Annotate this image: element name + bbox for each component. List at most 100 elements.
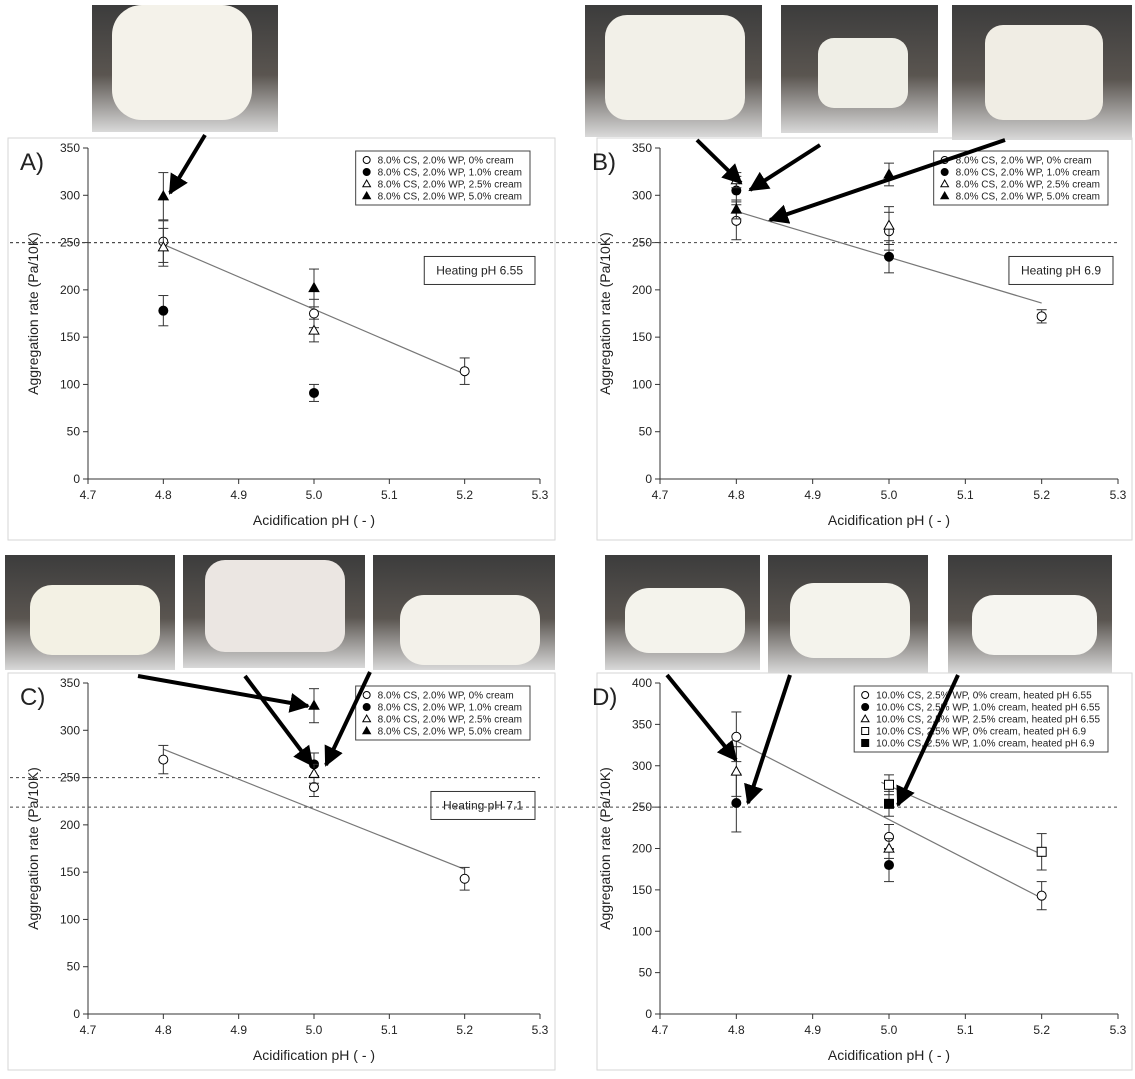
marker	[309, 701, 319, 710]
photo	[781, 5, 938, 133]
legend-label: 8.0% CS, 2.0% WP, 0% cream	[378, 691, 514, 702]
y-tick-label: 0	[645, 1007, 652, 1021]
photo	[183, 555, 365, 668]
panel-label: C)	[20, 684, 45, 711]
annotation-text: Heating pH 6.55	[436, 263, 523, 277]
x-tick-label: 5.0	[306, 488, 323, 502]
annotation: Heating pH 6.55	[424, 256, 535, 284]
photo	[5, 555, 175, 670]
legend-label: 8.0% CS, 2.0% WP, 2.5% cream	[378, 715, 522, 726]
x-tick-label: 4.9	[804, 488, 821, 502]
legend-marker	[862, 692, 869, 699]
marker	[885, 861, 894, 870]
x-tick-label: 4.9	[230, 1023, 247, 1037]
y-tick-label: 0	[645, 472, 652, 486]
x-tick-label: 4.8	[728, 1023, 745, 1037]
y-tick-label: 50	[639, 425, 653, 439]
photo	[952, 5, 1132, 140]
y-tick-label: 0	[73, 472, 80, 486]
y-tick-label: 150	[60, 330, 80, 344]
y-tick-label: 400	[632, 676, 652, 690]
x-tick-label: 4.8	[728, 488, 745, 502]
marker	[309, 325, 319, 334]
annotation: Heating pH 6.9	[1009, 256, 1113, 284]
marker	[460, 367, 469, 376]
marker	[310, 783, 319, 792]
y-tick-label: 200	[60, 283, 80, 297]
x-tick-label: 4.7	[80, 1023, 97, 1037]
y-tick-label: 150	[632, 330, 652, 344]
legend-marker	[363, 704, 370, 711]
y-tick-label: 300	[632, 188, 652, 202]
legend-marker	[862, 704, 869, 711]
marker	[1037, 891, 1046, 900]
annotation-text: Heating pH 6.9	[1021, 263, 1101, 277]
photo	[605, 555, 760, 670]
legend-label: 8.0% CS, 2.0% WP, 0% cream	[956, 156, 1092, 167]
marker	[885, 252, 894, 261]
legend-label: 8.0% CS, 2.0% WP, 5.0% cream	[956, 192, 1100, 203]
legend-label: 8.0% CS, 2.0% WP, 5.0% cream	[378, 727, 522, 738]
x-tick-label: 5.1	[381, 488, 398, 502]
legend-label: 10.0% CS, 2.5% WP, 1.0% cream, heated pH…	[876, 703, 1100, 714]
marker	[309, 769, 319, 778]
x-tick-label: 5.0	[306, 1023, 323, 1037]
y-axis-label: Aggregation rate (Pa/10K)	[25, 767, 41, 930]
photos	[5, 5, 1132, 673]
legend-marker	[363, 169, 370, 176]
legend-label: 10.0% CS, 2.5% WP, 0% cream, heated pH 6…	[876, 691, 1092, 702]
marker	[1037, 312, 1046, 321]
x-tick-label: 5.3	[532, 488, 549, 502]
legend-label: 8.0% CS, 2.0% WP, 1.0% cream	[378, 168, 522, 179]
y-tick-label: 350	[632, 141, 652, 155]
y-tick-label: 100	[632, 924, 652, 938]
x-tick-label: 4.9	[804, 1023, 821, 1037]
y-tick-label: 50	[67, 425, 81, 439]
photo	[92, 5, 278, 132]
x-tick-label: 4.7	[652, 488, 669, 502]
legend-label: 10.0% CS, 2.5% WP, 1.0% cream, heated pH…	[876, 739, 1095, 750]
photo	[768, 555, 928, 673]
legend-marker	[363, 692, 370, 699]
x-tick-label: 5.3	[1110, 488, 1127, 502]
marker	[460, 874, 469, 883]
x-tick-label: 4.8	[155, 1023, 172, 1037]
legend-label: 8.0% CS, 2.0% WP, 5.0% cream	[378, 192, 522, 203]
x-tick-label: 5.1	[957, 1023, 974, 1037]
y-tick-label: 350	[632, 717, 652, 731]
marker	[159, 755, 168, 764]
marker	[885, 799, 894, 808]
marker	[884, 220, 894, 229]
marker	[310, 388, 319, 397]
x-tick-label: 5.2	[456, 1023, 473, 1037]
y-tick-label: 200	[632, 842, 652, 856]
x-tick-label: 5.0	[881, 1023, 898, 1037]
legend-label: 10.0% CS, 2.5% WP, 0% cream, heated pH 6…	[876, 727, 1086, 738]
y-axis-label: Aggregation rate (Pa/10K)	[597, 232, 613, 395]
x-axis-label: Acidification pH ( - )	[828, 1047, 950, 1063]
legend: 10.0% CS, 2.5% WP, 0% cream, heated pH 6…	[854, 686, 1108, 752]
legend: 8.0% CS, 2.0% WP, 0% cream8.0% CS, 2.0% …	[356, 686, 530, 740]
x-tick-label: 5.2	[1033, 488, 1050, 502]
x-tick-label: 5.2	[456, 488, 473, 502]
y-tick-label: 100	[632, 377, 652, 391]
x-tick-label: 5.3	[1110, 1023, 1127, 1037]
y-tick-label: 150	[632, 883, 652, 897]
y-tick-label: 100	[60, 377, 80, 391]
legend-label: 10.0% CS, 2.5% WP, 2.5% cream, heated pH…	[876, 715, 1100, 726]
legend-label: 8.0% CS, 2.0% WP, 1.0% cream	[378, 703, 522, 714]
panel-label: B)	[592, 149, 616, 176]
x-tick-label: 4.7	[80, 488, 97, 502]
figure: 0501001502002503003504.74.84.95.05.15.25…	[0, 0, 1135, 1074]
photo	[585, 5, 762, 137]
x-axis-label: Acidification pH ( - )	[253, 1047, 375, 1063]
legend-marker	[862, 740, 869, 747]
y-tick-label: 300	[632, 759, 652, 773]
x-tick-label: 4.9	[230, 488, 247, 502]
photo	[373, 555, 555, 670]
x-tick-label: 5.1	[957, 488, 974, 502]
x-tick-label: 4.8	[155, 488, 172, 502]
marker	[884, 843, 894, 852]
